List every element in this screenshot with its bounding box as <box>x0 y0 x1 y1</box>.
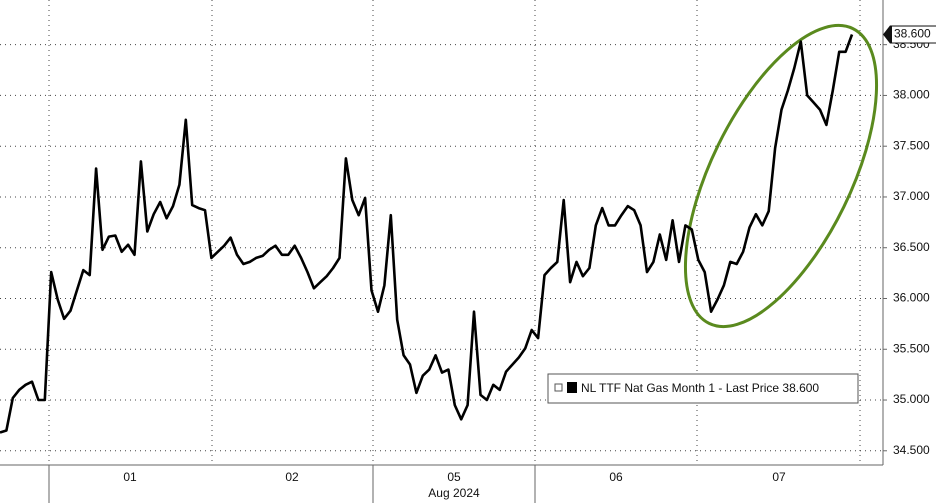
y-tick-label: 36.500 <box>893 240 930 254</box>
legend-swatch <box>567 382 577 393</box>
price-line <box>0 34 854 434</box>
x-tick-label: 05 <box>447 470 461 484</box>
y-tick-label: 37.500 <box>893 138 930 152</box>
highlight-ellipse <box>683 23 879 329</box>
y-tick-label: 35.000 <box>893 392 930 406</box>
x-tick-label: 01 <box>123 470 137 484</box>
legend-box <box>547 373 859 404</box>
y-tick-label: 37.000 <box>893 189 930 203</box>
x-axis-title: Aug 2024 <box>428 486 480 500</box>
x-tick-label: 06 <box>609 470 623 484</box>
y-tick-label: 36.000 <box>893 291 930 305</box>
last-price-tag: 38.600 <box>894 27 931 41</box>
legend: NL TTF Nat Gas Month 1 - Last Price 38.6… <box>547 373 859 404</box>
y-tick-label: 35.500 <box>893 341 930 355</box>
y-tick-label: 38.000 <box>893 88 930 102</box>
legend-toggle <box>554 383 563 392</box>
legend-label: NL TTF Nat Gas Month 1 - Last Price 38.6… <box>581 381 819 395</box>
x-tick-label: 02 <box>285 470 299 484</box>
y-tick-label: 34.500 <box>893 443 930 457</box>
last-price-tag-inner <box>892 26 937 43</box>
x-tick-label: 07 <box>772 470 786 484</box>
